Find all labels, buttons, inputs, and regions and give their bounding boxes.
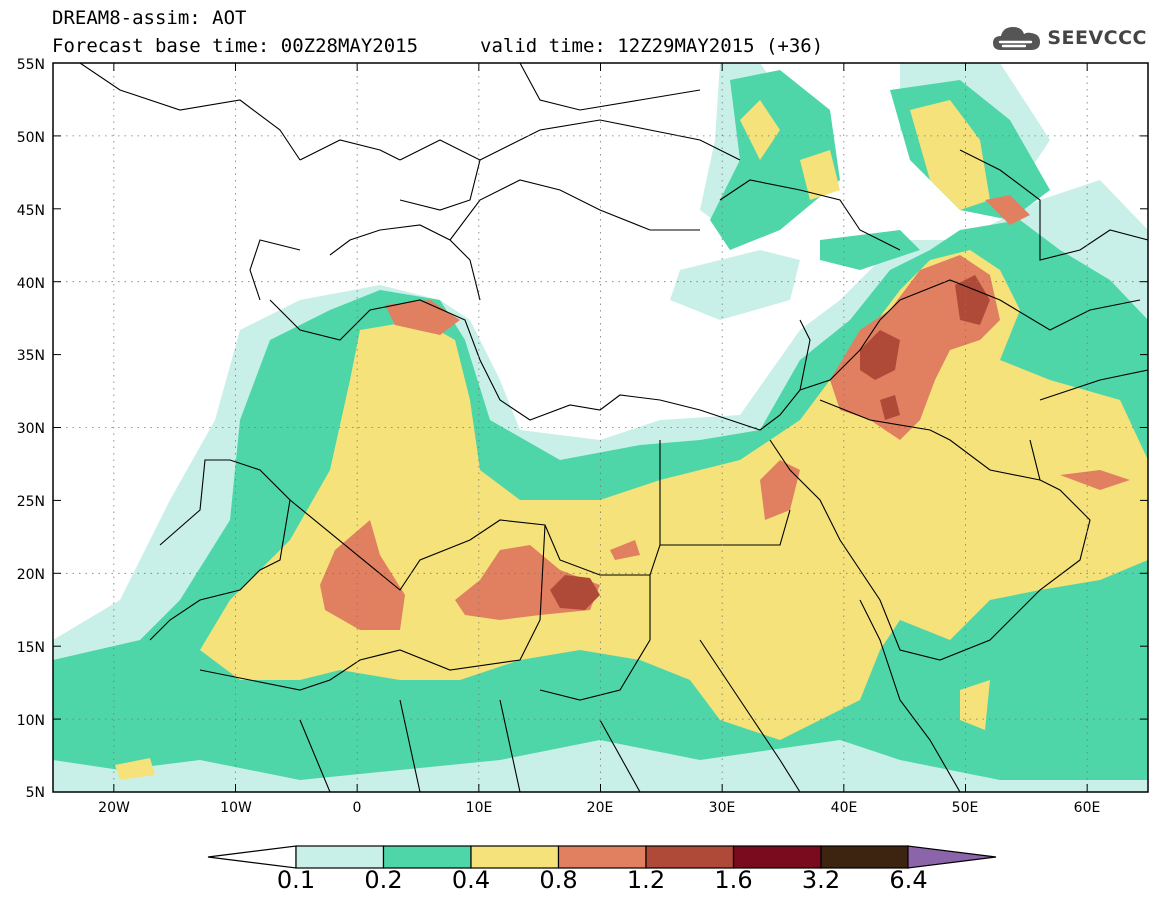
map-title: DREAM8-assim: AOT bbox=[52, 7, 247, 29]
colorbar-swatch bbox=[470, 845, 560, 869]
latitude-labels: 55N 50N 45N 40N 35N 30N 25N 20N 15N 10N … bbox=[17, 57, 45, 801]
seevccc-logo: SEEVCCC bbox=[991, 22, 1147, 54]
colorbar-level-label: 1.2 bbox=[626, 866, 666, 894]
colorbar-high-arrow bbox=[907, 845, 997, 869]
colorbar-level-label: 0.4 bbox=[451, 866, 491, 894]
country-borders bbox=[79, 63, 1148, 792]
colorbar-level-label: 0.8 bbox=[539, 866, 578, 894]
colorbar-swatch bbox=[295, 845, 385, 869]
lat-label: 30N bbox=[17, 421, 45, 437]
colorbar-swatch bbox=[382, 845, 472, 869]
colorbar-low-arrow bbox=[207, 845, 297, 869]
lon-label: 20W bbox=[98, 800, 130, 816]
aot-field-1.2 bbox=[550, 275, 990, 610]
logo-text: SEEVCCC bbox=[1047, 27, 1147, 49]
valid-time: valid time: 12Z29MAY2015 (+36) bbox=[480, 35, 824, 57]
cloud-icon bbox=[993, 27, 1041, 50]
lat-label: 5N bbox=[26, 785, 45, 801]
lon-label: 40E bbox=[831, 800, 858, 816]
colorbar-swatch bbox=[820, 845, 910, 869]
lon-label: 10W bbox=[220, 800, 252, 816]
lon-label: 50E bbox=[952, 800, 979, 816]
lat-label: 15N bbox=[17, 640, 45, 656]
colorbar-swatch bbox=[645, 845, 735, 869]
lon-label: 30E bbox=[709, 800, 736, 816]
lon-label: 10E bbox=[466, 800, 493, 816]
colorbar-level-label: 1.6 bbox=[714, 866, 753, 894]
lat-label: 25N bbox=[17, 494, 45, 510]
lat-label: 10N bbox=[17, 713, 45, 729]
lat-label: 40N bbox=[17, 276, 45, 292]
colorbar bbox=[207, 845, 997, 869]
colorbar-swatch bbox=[557, 845, 647, 869]
colorbar-level-label: 3.2 bbox=[801, 866, 841, 894]
lat-label: 50N bbox=[17, 130, 45, 146]
lon-label: 0 bbox=[353, 800, 362, 816]
forecast-base-time: Forecast base time: 00Z28MAY2015 bbox=[52, 35, 419, 57]
lat-label: 35N bbox=[17, 348, 45, 364]
colorbar-level-label: 0.1 bbox=[276, 866, 316, 894]
lat-label: 55N bbox=[17, 57, 45, 73]
colorbar-level-label: 0.2 bbox=[364, 866, 403, 894]
lon-label: 60E bbox=[1074, 800, 1101, 816]
colorbar-swatch bbox=[732, 845, 822, 869]
lat-label: 45N bbox=[17, 203, 45, 219]
longitude-labels: 20W 10W 0 10E 20E 30E 40E 50E 60E bbox=[98, 800, 1100, 816]
lon-label: 20E bbox=[587, 800, 614, 816]
lat-label: 20N bbox=[17, 567, 45, 583]
colorbar-level-label: 6.4 bbox=[889, 866, 928, 894]
graticule bbox=[53, 63, 1148, 792]
axis-ticks bbox=[53, 62, 1148, 793]
